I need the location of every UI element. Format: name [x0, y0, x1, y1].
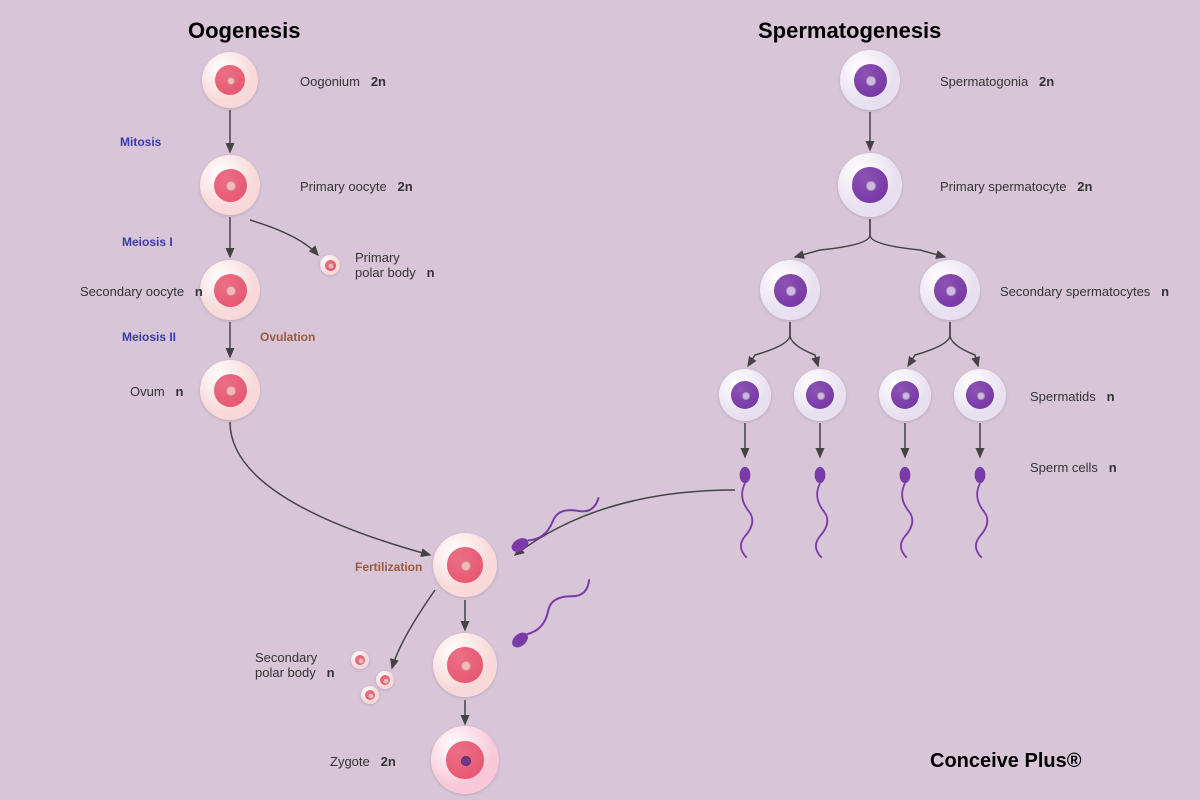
- primary-spermatocyte-cell: [838, 153, 902, 217]
- sperm-cell-icon: [975, 467, 988, 558]
- primary-oocyte-cell: [200, 155, 260, 215]
- primary-spermatocyte-label: Primary spermatocyte 2n: [940, 179, 1092, 194]
- cell-name: Zygote: [330, 754, 370, 769]
- cell-nucleolus: [866, 76, 875, 85]
- cell-nucleolus: [383, 678, 389, 684]
- secondary-polar-body-0-cell: [351, 651, 369, 669]
- cell-name: Sperm cells: [1030, 460, 1098, 475]
- sperm-cell-icon: [900, 467, 913, 558]
- spermatogonia-label: Spermatogonia 2n: [940, 74, 1054, 89]
- spermatid-4-cell: [954, 369, 1006, 421]
- arrow-sec2-sp4: [950, 322, 978, 366]
- secondary-oocyte-cell: [200, 260, 260, 320]
- arrow-ovum-fertilization: [230, 422, 430, 555]
- cell-name: Secondary spermatocytes: [1000, 284, 1150, 299]
- ovum-cell: [200, 360, 260, 420]
- fertilized-ovum-cell: [433, 633, 497, 697]
- oogenesis-heading: Oogenesis: [188, 18, 300, 44]
- cell-nucleolus: [461, 756, 471, 766]
- cell-ploidy: n: [1109, 460, 1117, 475]
- sperm-cell-icon: [815, 467, 828, 558]
- cell-name: Secondary oocyte: [80, 284, 184, 299]
- ovum-label: Ovum n: [130, 384, 183, 399]
- arrow-sec2-sp3: [908, 322, 950, 366]
- secondary-polar-body-label: Secondary polar body n: [255, 650, 335, 680]
- cell-nucleolus: [328, 263, 334, 269]
- brand-watermark: Conceive Plus®: [930, 750, 1081, 773]
- secondary-polar-body-1-cell: [376, 671, 394, 689]
- arrow-primary-sec1: [795, 219, 870, 257]
- secondary-spermatocyte-1-cell: [760, 260, 820, 320]
- cell-nucleolus: [358, 658, 364, 664]
- cell-nucleolus: [226, 386, 235, 395]
- primary-polar-body-cell: [320, 255, 340, 275]
- cell-ploidy: 2n: [381, 754, 396, 769]
- sperm-cell-icon: [740, 467, 753, 558]
- secondary-spermatocyte-2-label: Secondary spermatocytes n: [1000, 284, 1169, 299]
- spermatogonia-cell: [840, 50, 900, 110]
- cell-name: Oogonium: [300, 74, 360, 89]
- cell-name: Primary oocyte: [300, 179, 387, 194]
- spermatid-4-label: Spermatids n: [1030, 389, 1115, 404]
- cell-ploidy: 2n: [1039, 74, 1054, 89]
- arrow-primary-sec2: [870, 219, 945, 257]
- cell-nucleolus: [461, 561, 471, 571]
- cell-ploidy: n: [327, 665, 335, 680]
- oogonium-label: Oogonium 2n: [300, 74, 386, 89]
- meiosis2-label: Meiosis II: [122, 330, 176, 344]
- spermatid-1-cell: [719, 369, 771, 421]
- cell-ploidy: n: [1161, 284, 1169, 299]
- cell-nucleolus: [226, 181, 235, 190]
- cell-nucleolus: [461, 661, 471, 671]
- cell-nucleolus: [866, 181, 876, 191]
- arrow-primary-polar: [250, 220, 318, 255]
- cell-nucleolus: [368, 693, 374, 699]
- mitosis-label: Mitosis: [120, 135, 161, 149]
- cell-ploidy: 2n: [398, 179, 413, 194]
- secondary-spermatocyte-2-cell: [920, 260, 980, 320]
- meiosis1-label: Meiosis I: [122, 235, 173, 249]
- cell-name: Primary polar body: [355, 250, 416, 280]
- cell-name: Spermatids: [1030, 389, 1096, 404]
- oogonium-cell: [202, 52, 258, 108]
- cell-ploidy: n: [1107, 389, 1115, 404]
- secondary-polar-body-2-cell: [361, 686, 379, 704]
- arrow-sec1-sp1: [748, 322, 790, 366]
- sperm-cells-label: Sperm cells n: [1030, 460, 1117, 475]
- spermatid-3-cell: [879, 369, 931, 421]
- primary-oocyte-label: Primary oocyte 2n: [300, 179, 413, 194]
- cell-ploidy: n: [176, 384, 184, 399]
- zygote-cell: [431, 726, 499, 794]
- fertilization-label: Fertilization: [355, 560, 422, 574]
- cell-nucleolus: [786, 286, 795, 295]
- arrow-layer: [0, 0, 1200, 800]
- arrow-sec1-sp2: [790, 322, 818, 366]
- arrow-sperm-to-fertilization: [515, 490, 735, 555]
- cell-name: Ovum: [130, 384, 165, 399]
- cell-ploidy: n: [195, 284, 203, 299]
- cell-name: Primary spermatocyte: [940, 179, 1066, 194]
- secondary-oocyte-label: Secondary oocyte n: [80, 284, 203, 299]
- cell-nucleolus: [226, 286, 235, 295]
- sperm-cell-icon: [508, 575, 594, 651]
- ovum-fertilization-cell: [433, 533, 497, 597]
- cell-ploidy: 2n: [1077, 179, 1092, 194]
- cell-ploidy: n: [427, 265, 435, 280]
- cell-name: Spermatogonia: [940, 74, 1028, 89]
- sperm-cell-icon: [508, 492, 603, 555]
- primary-polar-body-label: Primary polar body n: [355, 250, 435, 280]
- cell-ploidy: 2n: [371, 74, 386, 89]
- cell-nucleolus: [946, 286, 955, 295]
- arrow-fert-polar: [392, 590, 435, 668]
- zygote-label: Zygote 2n: [330, 754, 396, 769]
- ovulation-label: Ovulation: [260, 330, 315, 344]
- spermatid-2-cell: [794, 369, 846, 421]
- spermatogenesis-heading: Spermatogenesis: [758, 18, 941, 44]
- cell-name: Secondary polar body: [255, 650, 317, 680]
